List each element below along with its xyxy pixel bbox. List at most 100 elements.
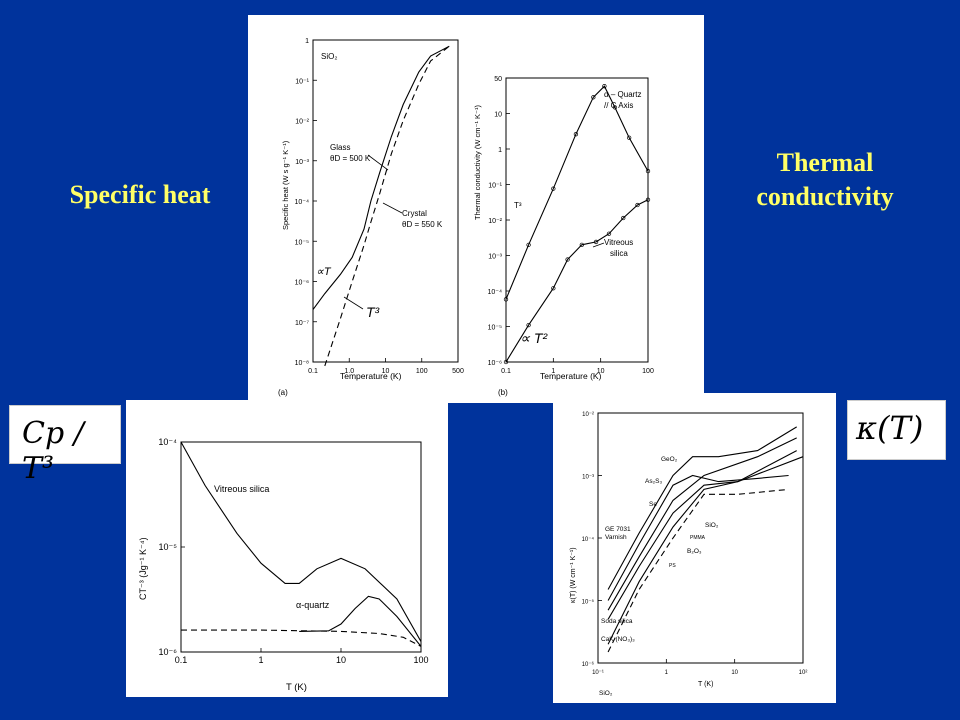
chart-d-xtick-label: 10²	[799, 670, 808, 676]
chart-c-ytick-label: 10⁻⁴	[158, 437, 177, 447]
chart-a-crystal-label: Crystal	[402, 209, 427, 218]
chart-b-tag: (b)	[498, 388, 508, 397]
ct3-figure-svg: 10⁻⁴ 10⁻⁵ 10⁻⁶ 0.1 1 10 100 T (K) CT⁻³ (Jg⁻¹ …	[138, 437, 429, 693]
chart-b-ytick-label: 10⁻⁶	[488, 360, 502, 367]
chart-a-glass-pointer	[367, 154, 389, 171]
chart-b-ytick-label: 10	[494, 112, 502, 119]
chart-a-xlabel: Temperature (K)	[340, 371, 402, 381]
chart-b-ytick-label: 10⁻⁴	[488, 289, 503, 296]
chart-b-caxis-label: // C Axis	[604, 101, 633, 110]
chart-a-ytick-label: 10⁻⁸	[295, 360, 309, 367]
thermal-conductivity-line1: Thermal	[776, 148, 874, 177]
chart-a-glass-theta: θD = 500 K	[330, 154, 371, 163]
chart-b-xtick-label: 1	[551, 368, 555, 375]
chart-a-crystal-theta: θD = 550 K	[402, 220, 443, 229]
chart-a-ytick-label: 10⁻⁵	[295, 239, 309, 246]
chart-a-glass-label: Glass	[330, 143, 350, 152]
chart-b-data-point	[579, 242, 584, 247]
chart-b-data-point	[627, 135, 632, 140]
chart-a-material: SiO₂	[321, 52, 337, 61]
chart-d-b2o3-label: B₂O₃	[687, 548, 702, 555]
chart-d-series-2	[607, 437, 797, 611]
chart-b-data-point	[606, 231, 612, 236]
chart-b-ytick-label: 10⁻¹	[488, 183, 502, 190]
chart-a-crystal-pointer	[382, 202, 403, 214]
chart-b-ytick-label: 10⁻³	[488, 254, 502, 261]
chart-a-ytick-label: 10⁻⁴	[295, 199, 310, 206]
chart-a-ylabel: Specific heat (W s g⁻¹ K⁻¹)	[281, 140, 290, 230]
chart-d-xtick-label: 1	[665, 670, 669, 676]
chart-d-xlabel: T (K)	[698, 681, 713, 688]
chart-d-varnish-label: Varnish	[605, 534, 627, 541]
chart-a-frame	[312, 39, 459, 363]
chart-c-ylabel: CT⁻³ (Jg⁻¹ K⁻⁴)	[138, 537, 148, 600]
chart-a-series-1	[324, 45, 450, 367]
chart-b-ytick-label: 10⁻²	[488, 218, 502, 225]
chart-a-xtick-label: 0.1	[308, 368, 318, 375]
chart-b-xtick-label: 100	[642, 368, 654, 375]
chart-b-xlabel: Temperature (K)	[540, 371, 602, 381]
chart-b-silica-label: silica	[610, 249, 628, 258]
top-figure-panel: 1 10⁻¹ 10⁻² 10⁻³ 10⁻⁴ 10⁻⁵ 10⁻⁶ 10⁻⁷ 10⁻⁸ 0.1 1.0…	[248, 15, 704, 403]
chart-d-series-1	[607, 474, 789, 601]
chart-b-data-point	[602, 84, 607, 89]
chart-b-ytick-label: 50	[494, 76, 502, 83]
chart-b-data-point	[645, 168, 651, 174]
chart-b-data-point	[593, 239, 599, 245]
chart-b-data-point	[503, 297, 509, 302]
chart-b-data-point	[565, 257, 570, 262]
chart-d-ytick-label: 10⁻³	[582, 475, 594, 481]
kappa-equation: κ(T)	[847, 400, 946, 460]
chart-d-series-0	[607, 426, 797, 590]
chart-c-ytick-label: 10⁻⁵	[159, 542, 178, 552]
chart-c-ytick-label: 10⁻⁶	[159, 647, 178, 657]
top-figure-svg: 1 10⁻¹ 10⁻² 10⁻³ 10⁻⁴ 10⁻⁵ 10⁻⁶ 10⁻⁷ 10⁻⁸ 0.1 1.0…	[278, 38, 654, 397]
chart-b-data-point	[551, 186, 556, 191]
cp-over-t3-equation: Cp / T³	[9, 405, 121, 486]
chart-c-quartz-label: α-quartz	[296, 600, 330, 610]
chart-b-data-point	[635, 202, 640, 208]
chart-b-xtick-label: 10	[597, 368, 605, 375]
chart-a: 1 10⁻¹ 10⁻² 10⁻³ 10⁻⁴ 10⁻⁵ 10⁻⁶ 10⁻⁷ 10⁻⁸ 0.1 1.0…	[278, 38, 464, 397]
kappa-text: κ(T)	[856, 409, 924, 447]
chart-d-geo2-label: GeO₂	[661, 456, 678, 463]
chart-b-xtick-label: 0.1	[501, 368, 511, 375]
chart-b-data-point	[591, 95, 596, 100]
chart-c-xtick-label: 100	[413, 655, 428, 665]
chart-b-vitreous-label: Vitreous	[604, 238, 633, 247]
chart-b-ylabel: Thermal conductivity (W cm⁻¹ K⁻¹)	[473, 104, 482, 220]
specific-heat-label: Specific heat	[69, 180, 211, 209]
chart-b-ytick-label: 10⁻⁵	[488, 325, 502, 332]
ct3-figure-panel: 10⁻⁴ 10⁻⁵ 10⁻⁶ 0.1 1 10 100 T (K) CT⁻³ (Jg⁻¹ …	[126, 400, 448, 697]
chart-c-xlabel: T (K)	[286, 682, 307, 693]
chart-b-data-point	[612, 105, 618, 110]
chart-b-data-point	[573, 132, 579, 137]
chart-a-xtick-label: 500	[452, 368, 464, 375]
chart-b-t2-label: ∝ T²	[520, 330, 548, 346]
kappa-figure-svg: 10⁻² 10⁻³ 10⁻⁴ 10⁻⁵ 10⁻⁶ 10⁻¹ 1 10 10² T (K) κ(…	[570, 412, 808, 697]
chart-b-vitreous-pointer	[592, 242, 605, 248]
chart-b-t3-label: T³	[514, 201, 522, 210]
chart-c-xtick-label: 1	[258, 655, 263, 665]
chart-d-ytick-label: 10⁻²	[582, 412, 594, 418]
chart-d-series-3	[607, 450, 797, 620]
chart-a-series-0	[312, 45, 450, 310]
chart-b-data-point	[526, 242, 531, 247]
chart-d-cak-label: CaK (NO₃)₃	[601, 636, 635, 643]
chart-d-soda-label: Soda silica	[601, 618, 633, 625]
chart-c-xtick-label: 0.1	[175, 655, 188, 665]
chart-b-data-point	[526, 322, 531, 328]
chart-c-series-1	[299, 595, 422, 647]
chart-a-xtick-label: 100	[416, 368, 428, 375]
chart-a-ytick-label: 1	[305, 38, 309, 45]
chart-c-series-2	[181, 629, 422, 647]
chart-d-sio2-label: SiO₂	[705, 522, 719, 529]
chart-b-data-point	[645, 197, 651, 202]
chart-a-ytick-label: 10⁻²	[295, 119, 309, 126]
chart-d-as2s3-label: As₂S₃	[645, 478, 662, 485]
chart-d-sio2-bottom-label: SiO₂	[599, 690, 613, 697]
chart-a-t3-pointer	[343, 296, 364, 310]
chart-b-data-point	[551, 286, 556, 291]
thermal-conductivity-line2: conductivity	[756, 182, 894, 211]
